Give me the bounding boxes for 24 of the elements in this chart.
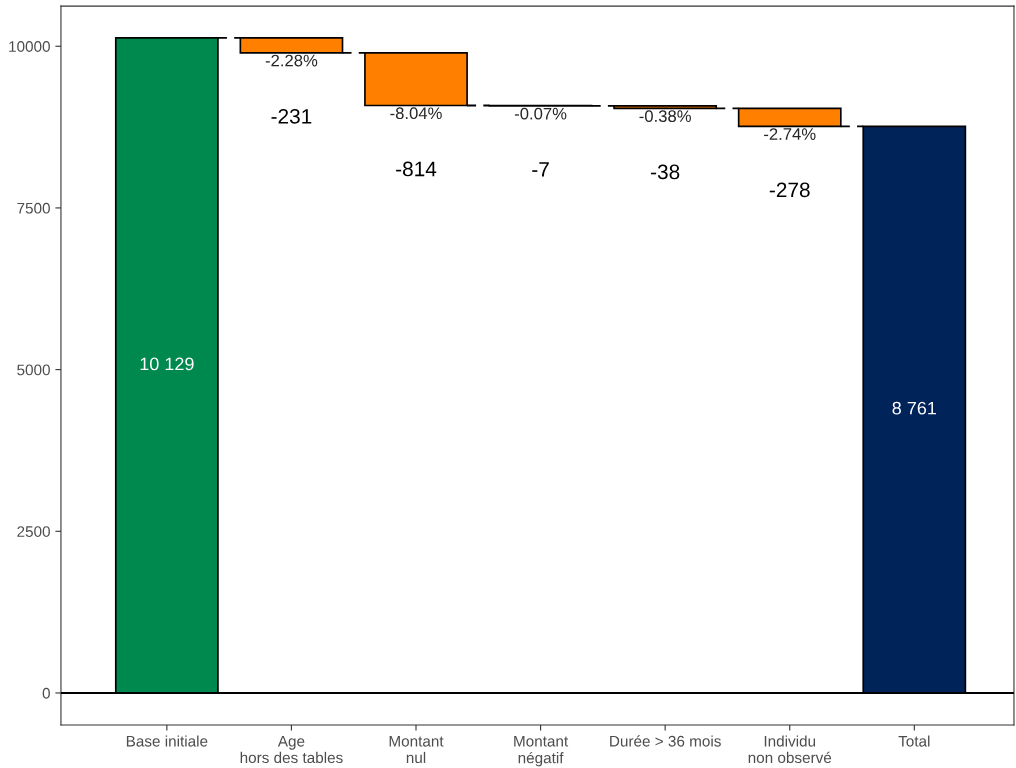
y-tick-label: 10000 (9, 41, 50, 52)
data-label: 10 129 (140, 357, 194, 371)
annotation: -0.38% (639, 110, 691, 123)
data-label: 8 761 (892, 401, 937, 415)
data-label: -231 (271, 108, 312, 124)
annotation: -2.28% (265, 54, 318, 67)
x-tick-label: Base initiale (126, 735, 208, 747)
annotation: -2.74% (764, 128, 816, 140)
data-label: -38 (651, 164, 680, 180)
data-label: -278 (769, 182, 810, 198)
y-tick-label: 7500 (17, 202, 50, 214)
data-label: -7 (532, 162, 549, 177)
x-tick-label: Durée > 36 mois (610, 735, 721, 747)
data-label: -814 (396, 161, 437, 177)
annotation: -8.04% (390, 107, 442, 120)
y-tick-label: 0 (42, 687, 50, 699)
x-tick-label: Montant nul (389, 735, 444, 764)
annotation: -0.07% (514, 107, 567, 120)
x-tick-label: Age hors des tables (240, 735, 343, 764)
y-tick-label: 2500 (17, 526, 50, 537)
x-tick-label: Total (898, 735, 930, 747)
x-tick-label: Montant négatif (514, 735, 569, 767)
y-tick-label: 5000 (17, 364, 50, 376)
x-tick-label: Individu non observé (748, 735, 832, 764)
